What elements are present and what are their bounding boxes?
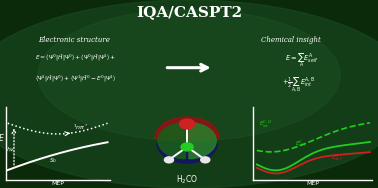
- Circle shape: [181, 143, 193, 151]
- X-axis label: MEP: MEP: [306, 181, 319, 186]
- Text: $E^{C,O}_{int}$: $E^{C,O}_{int}$: [259, 119, 273, 130]
- Circle shape: [201, 157, 210, 163]
- Text: $^1n\pi^*$: $^1n\pi^*$: [73, 123, 89, 132]
- Text: Chemical insight: Chemical insight: [261, 36, 321, 44]
- Text: $E^C_{def}$: $E^C_{def}$: [295, 138, 307, 149]
- Text: $+ \frac{1}{2}\sum_{\rm A,B} E^{\rm A,B}_{int}$: $+ \frac{1}{2}\sum_{\rm A,B} E^{\rm A,B}…: [282, 75, 315, 94]
- Text: $E = \langle\Psi^0|\hat{H}|\Psi^0\rangle + \langle\Psi^0|\hat{H}|\Psi^1\rangle +: $E = \langle\Psi^0|\hat{H}|\Psi^0\rangle…: [35, 53, 116, 63]
- Text: $\langle\Psi^1|\hat{H}|\Psi^0\rangle + \langle\Psi^1|\hat{H}^0 - E^0|\Psi^1\rang: $\langle\Psi^1|\hat{H}|\Psi^0\rangle + \…: [35, 73, 116, 84]
- Circle shape: [164, 157, 174, 163]
- Text: $E^O_{def}$: $E^O_{def}$: [331, 152, 343, 163]
- Text: $E = \sum_{\rm A} E^{\rm A}_{self}$: $E = \sum_{\rm A} E^{\rm A}_{self}$: [285, 51, 319, 68]
- Wedge shape: [158, 123, 185, 159]
- Y-axis label: $E$: $E$: [0, 132, 5, 143]
- Text: $S_0$: $S_0$: [50, 157, 58, 165]
- Wedge shape: [157, 143, 217, 163]
- Wedge shape: [189, 123, 216, 159]
- Text: $h\nu$: $h\nu$: [6, 145, 15, 153]
- Text: H$_2$CO: H$_2$CO: [176, 174, 198, 186]
- Text: IQA/CASPT2: IQA/CASPT2: [136, 6, 242, 20]
- Text: Electronic structure: Electronic structure: [38, 36, 110, 44]
- Ellipse shape: [38, 9, 340, 141]
- Circle shape: [180, 119, 195, 129]
- Wedge shape: [155, 117, 219, 138]
- X-axis label: MEP: MEP: [51, 181, 64, 186]
